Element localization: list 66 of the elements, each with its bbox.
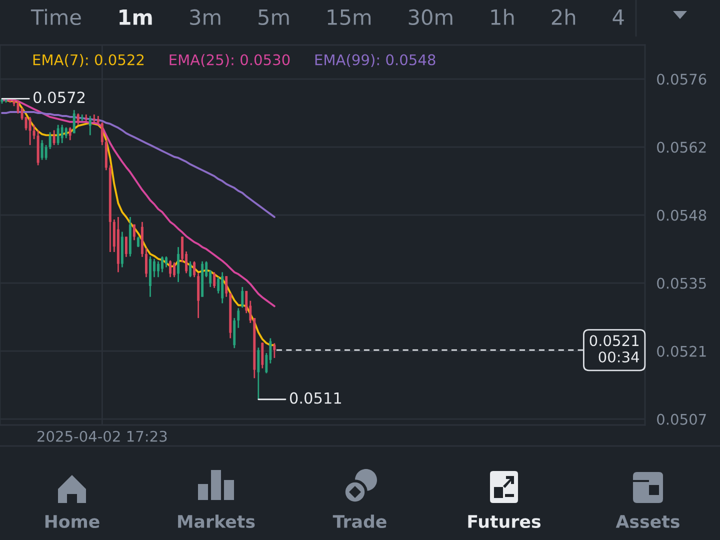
candlestick [261,342,264,370]
candlestick [161,256,164,273]
candlestick [169,260,172,278]
y-tick-label: 0.0548 [657,210,706,221]
x-tick-label: 2025-04-02 17:23 [38,430,167,442]
y-tick-label: 0.0521 [657,346,706,357]
text: Assets [616,515,680,528]
y-tick-label: 0.0535 [657,278,706,289]
candlestick [88,115,92,136]
candlestick [144,247,148,278]
text: 15m [328,10,371,26]
text: 1h [491,8,514,25]
candlestick [92,114,96,124]
candlestick [60,124,64,144]
text: Markets [178,514,255,528]
candlestick [157,260,160,278]
candlestick [40,139,44,161]
candlestick [124,236,128,258]
candlestick [189,260,192,278]
annotation: 0.0572 [34,92,84,104]
text: 1m [120,10,152,25]
candlestick [100,122,104,146]
candlestick [193,260,196,278]
candlestick [64,126,68,139]
candlestick [273,342,276,359]
candlestick [44,144,48,161]
candlestick [257,346,260,400]
text: 4 [612,10,624,25]
annotation: 0.0511 [290,392,342,404]
candlestick [48,132,52,150]
candlestick [16,100,20,114]
candlestick [68,126,72,141]
text: EMA(7): 0.0522 [33,54,144,68]
candlestick [52,130,56,146]
text: Futures [468,515,541,528]
text: 2h [552,8,576,25]
ref-line-label: 0.0521 00:34 [590,335,640,362]
text: 5m [258,10,289,26]
candlestick [72,109,76,134]
candlestick [80,114,84,122]
candlestick [56,124,60,146]
candlestick [28,116,32,146]
candlestick [165,256,168,268]
text: Time [30,8,81,26]
candlestick [132,224,136,241]
y-tick-label: 0.0562 [657,142,706,153]
y-tick-label: 0.0576 [657,74,706,85]
candlestick [221,272,224,304]
candlestick [136,236,140,248]
candlestick [237,307,240,329]
candlestick [241,286,244,308]
candlestick [84,114,88,122]
text: Trade [332,514,386,528]
text: 3m [190,9,220,26]
y-tick-label: 0.0507 [657,414,706,425]
candlestick [32,124,36,140]
text: EMA(25): 0.0530 [170,54,290,68]
candlestick [76,112,80,126]
text: Home [45,515,100,528]
text: EMA(99): 0.0548 [315,54,436,68]
candlestick [173,262,176,278]
candlestick [213,272,216,289]
text: 30m [408,9,452,26]
candlestick [217,276,220,294]
candlestick [225,275,228,298]
candlestick [177,246,180,283]
